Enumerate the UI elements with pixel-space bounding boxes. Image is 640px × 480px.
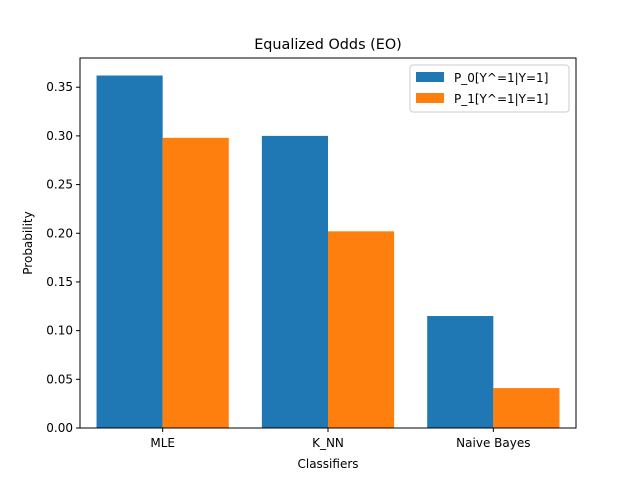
y-tick-label: 0.10 (46, 324, 73, 338)
bar-P_1[Y^=1|Y=1]-MLE (162, 137, 229, 428)
x-tick-label: MLE (150, 436, 175, 450)
legend-swatch (416, 93, 444, 103)
y-axis-label: Probability (21, 211, 35, 274)
plot-frame (79, 57, 577, 429)
chart-title: Equalized Odds (EO) (254, 37, 402, 53)
bars-group (96, 75, 560, 429)
x-axis: MLE K_NN Naive Bayes (150, 428, 530, 450)
bar-P_1[Y^=1|Y=1]-K_NN (328, 231, 395, 428)
bar-P_0[Y^=1|Y=1]-K_NN (261, 135, 328, 429)
y-tick-label: 0.15 (46, 275, 73, 289)
y-axis: 0.00 0.05 0.10 0.15 0.20 0.25 0.30 0.35 (46, 80, 80, 435)
legend-label: P_0[Y^=1|Y=1] (454, 71, 548, 85)
x-tick-label: K_NN (312, 436, 344, 450)
legend-swatch (416, 72, 444, 82)
x-tick-label: Naive Bayes (456, 436, 530, 450)
x-axis-label: Classifiers (297, 457, 358, 471)
y-tick-label: 0.00 (46, 421, 73, 435)
y-tick-label: 0.05 (46, 372, 73, 386)
bar-P_0[Y^=1|Y=1]-Naive Bayes (427, 316, 494, 428)
y-tick-label: 0.35 (46, 80, 73, 94)
y-tick-label: 0.30 (46, 129, 73, 143)
y-tick-label: 0.20 (46, 226, 73, 240)
y-tick-label: 0.25 (46, 178, 73, 192)
legend: P_0[Y^=1|Y=1] P_1[Y^=1|Y=1] (409, 64, 570, 113)
legend-box (409, 64, 570, 113)
bar-P_0[Y^=1|Y=1]-MLE (96, 75, 163, 429)
legend-label: P_1[Y^=1|Y=1] (454, 92, 548, 106)
bar-P_1[Y^=1|Y=1]-Naive Bayes (493, 388, 560, 428)
